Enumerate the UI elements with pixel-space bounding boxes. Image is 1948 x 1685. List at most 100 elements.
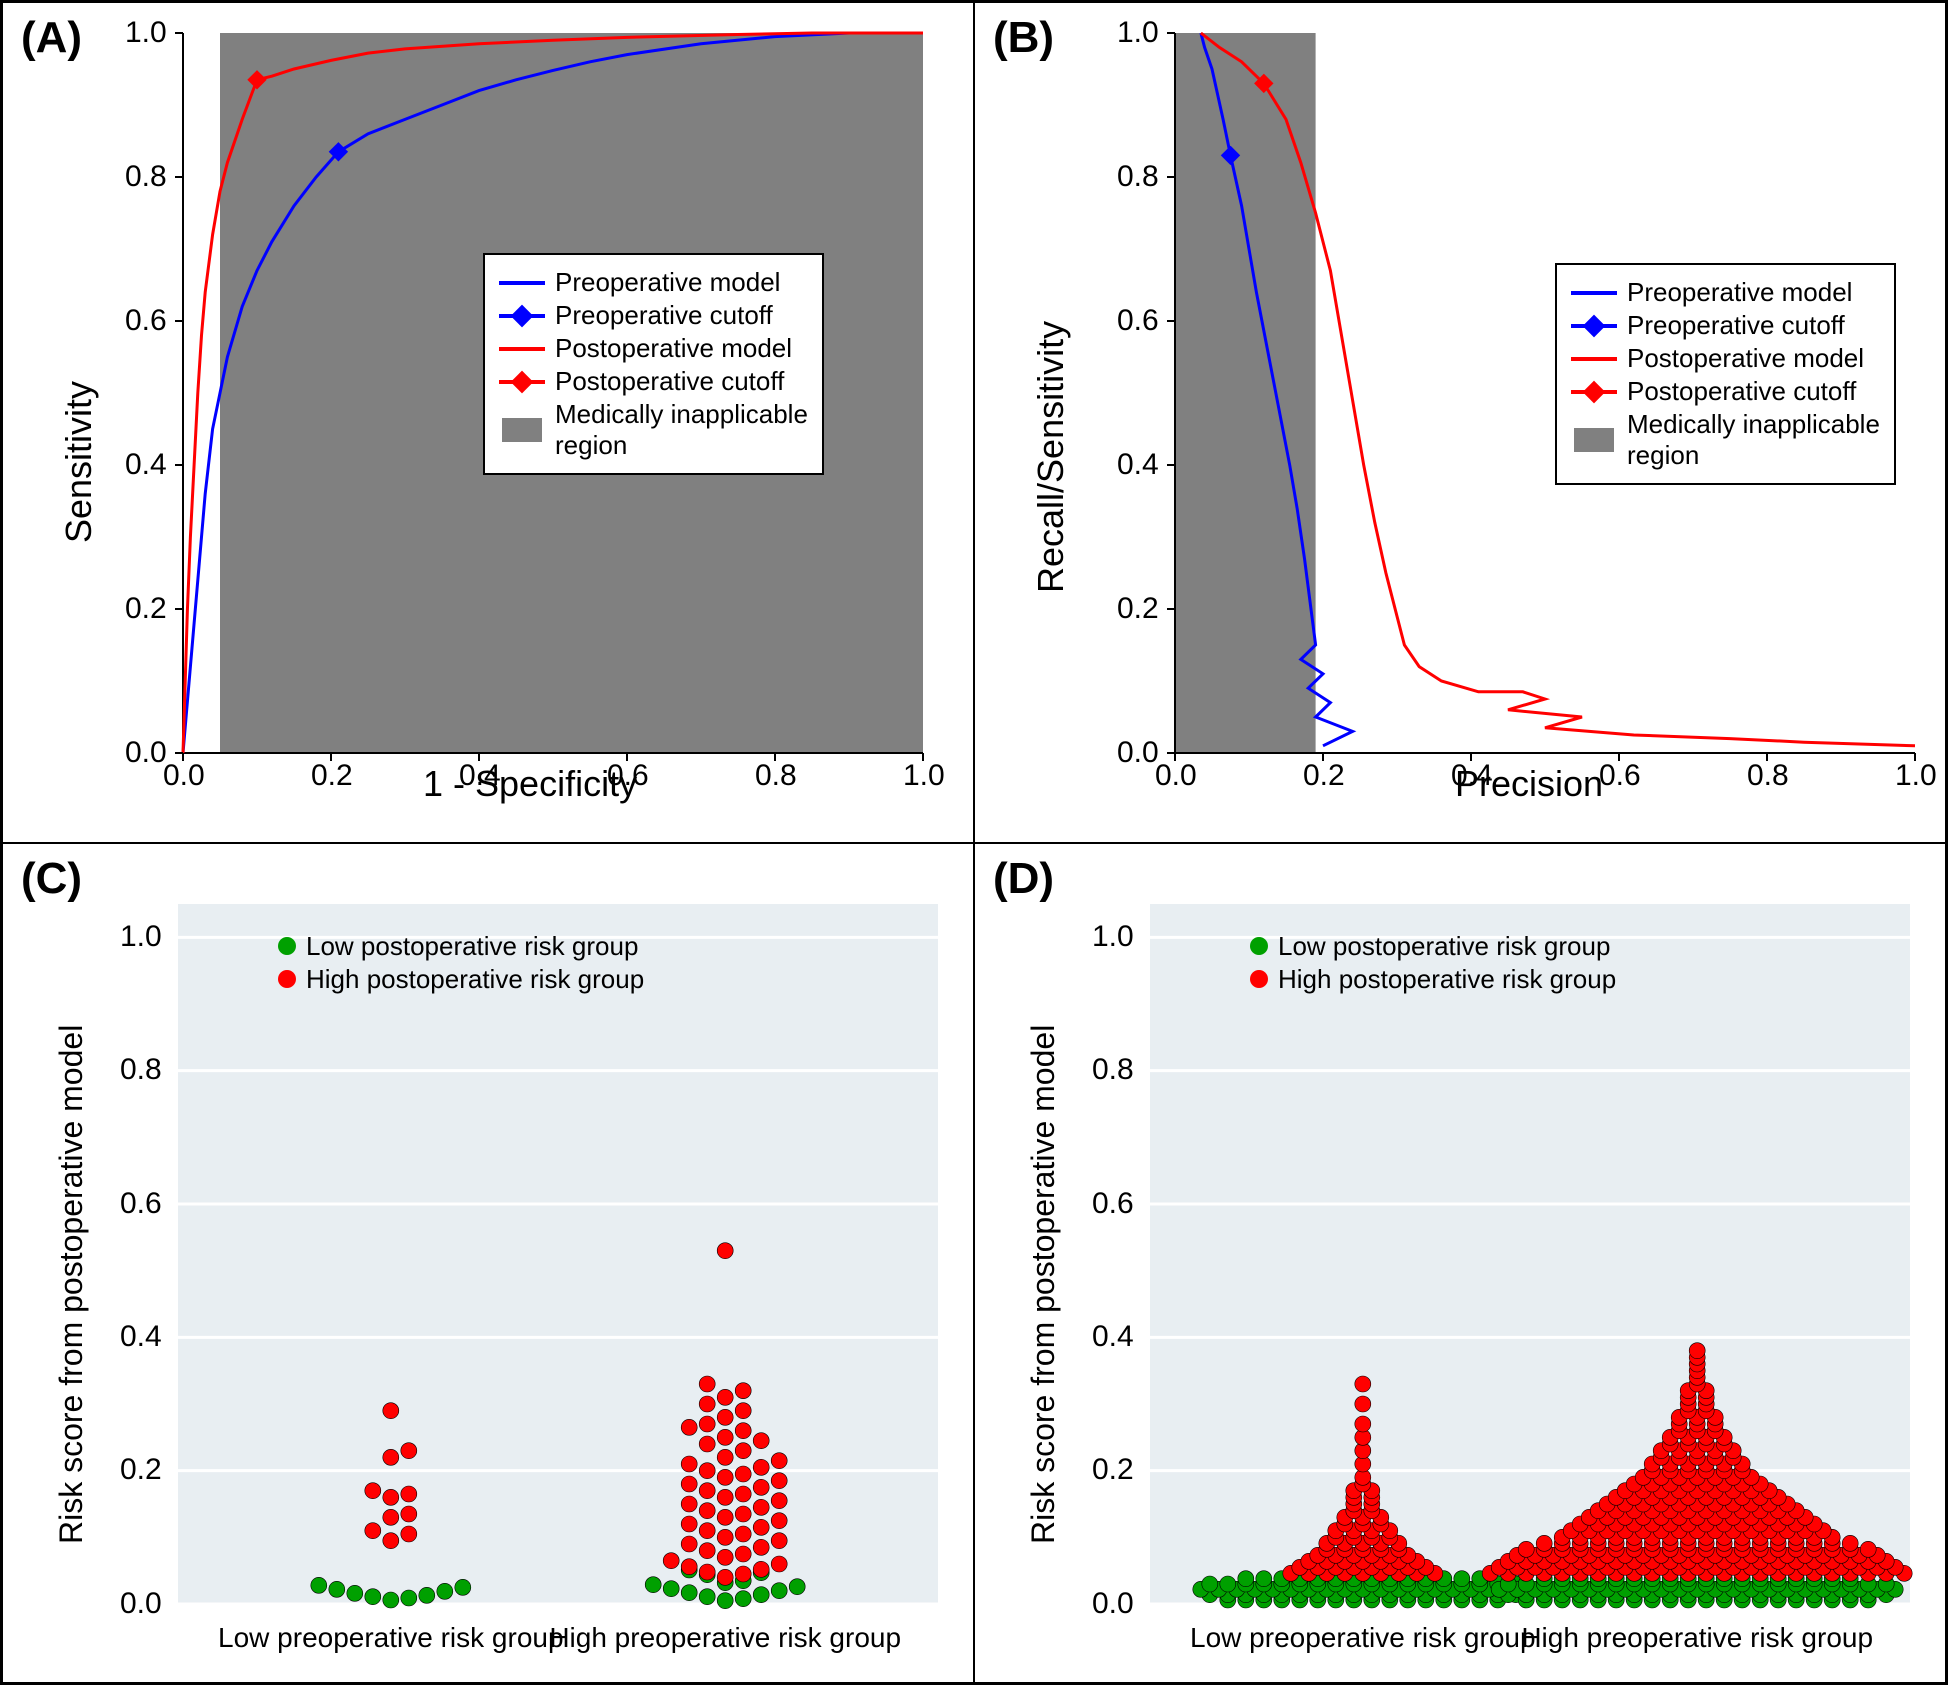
ytick-label: 1.0 [1117, 16, 1159, 50]
xtick-label: 0.4 [459, 759, 501, 793]
ytick-label: 0.4 [1117, 448, 1159, 482]
xtick-label: 0.8 [1747, 759, 1789, 793]
legend-label: Preoperative model [1627, 277, 1852, 308]
panel-d-ylabel: Risk score from postoperative model [1025, 1024, 1062, 1543]
ytick [1167, 608, 1175, 610]
legend-swatch [499, 273, 545, 293]
legend-label: Medically inapplicable region [555, 399, 808, 461]
panel-a: (A) Sensitivity 1 - Specificity Preopera… [2, 2, 974, 843]
ytick-label: 0.2 [125, 592, 167, 626]
ytick [175, 752, 183, 754]
legend-row: Medically inapplicable region [499, 399, 808, 461]
panel-a-xlabel: 1 - Specificity [423, 763, 637, 805]
category-label: High preoperative risk group [545, 1622, 905, 1654]
ytick-label: 0.0 [1117, 736, 1159, 770]
panel-d-svg [1150, 904, 1910, 1604]
ytick-label: 0.0 [1092, 1587, 1134, 1621]
ytick [175, 608, 183, 610]
category-label: High preoperative risk group [1517, 1622, 1877, 1654]
legend-row: Postoperative cutoff [1571, 376, 1880, 407]
panel-c-svg [178, 904, 938, 1604]
panel-b: (B) Recall/Sensitivity Precision Preoper… [974, 2, 1946, 843]
xtick-label: 1.0 [903, 759, 945, 793]
xtick [182, 753, 184, 761]
panel-a-label: (A) [21, 13, 82, 63]
legend-row: High postoperative risk group [278, 964, 644, 995]
legend-swatch [1571, 430, 1617, 450]
legend-row: Postoperative model [499, 333, 808, 364]
panel-c: (C) Risk score from postoperative model … [2, 843, 974, 1684]
panel-a-ylabel: Sensitivity [58, 381, 100, 543]
legend-label: Low postoperative risk group [306, 931, 638, 962]
panel-b-ylabel: Recall/Sensitivity [1030, 321, 1072, 593]
panel-d: (D) Risk score from postoperative model … [974, 843, 1946, 1684]
legend-row: Preoperative model [499, 267, 808, 298]
panel-c-plot [178, 904, 938, 1604]
xtick-label: 0.2 [311, 759, 353, 793]
legend-dot [1250, 970, 1268, 988]
panel-d-plot [1150, 904, 1910, 1604]
xtick-label: 0.6 [607, 759, 649, 793]
xtick [478, 753, 480, 761]
ytick-label: 0.4 [125, 448, 167, 482]
panel-c-ylabel: Risk score from postoperative model [53, 1024, 90, 1543]
legend-row: High postoperative risk group [1250, 964, 1616, 995]
ytick-label: 0.0 [120, 1587, 162, 1621]
legend-dot [278, 970, 296, 988]
ytick-label: 0.6 [120, 1187, 162, 1221]
xtick [1914, 753, 1916, 761]
legend-swatch [1571, 283, 1617, 303]
panel-b-legend: Preoperative modelPreoperative cutoffPos… [1555, 263, 1896, 485]
xtick [1470, 753, 1472, 761]
ytick [175, 32, 183, 34]
legend-swatch [1571, 316, 1617, 336]
ytick-label: 0.2 [1092, 1453, 1134, 1487]
legend-label: Postoperative model [555, 333, 792, 364]
legend-label: Low postoperative risk group [1278, 931, 1610, 962]
panel-a-legend: Preoperative modelPreoperative cutoffPos… [483, 253, 824, 475]
legend-swatch [1571, 349, 1617, 369]
legend-label: Preoperative cutoff [555, 300, 773, 331]
xtick-label: 0.0 [163, 759, 205, 793]
legend-swatch [1571, 382, 1617, 402]
xtick-label: 1.0 [1895, 759, 1937, 793]
ytick [175, 176, 183, 178]
xtick-label: 0.2 [1303, 759, 1345, 793]
xtick [1322, 753, 1324, 761]
ytick-label: 0.4 [120, 1320, 162, 1354]
legend-label: High postoperative risk group [1278, 964, 1616, 995]
legend-dot [1250, 937, 1268, 955]
ytick [1167, 176, 1175, 178]
legend-row: Preoperative model [1571, 277, 1880, 308]
xtick [1618, 753, 1620, 761]
xtick-label: 0.0 [1155, 759, 1197, 793]
xtick-label: 0.4 [1451, 759, 1493, 793]
legend-label: High postoperative risk group [306, 964, 644, 995]
xtick [774, 753, 776, 761]
legend-row: Low postoperative risk group [1250, 931, 1616, 962]
panel-d-legend: Low postoperative risk groupHigh postope… [1250, 929, 1616, 997]
category-label: Low preoperative risk group [211, 1622, 571, 1654]
legend-row: Preoperative cutoff [1571, 310, 1880, 341]
figure-grid: (A) Sensitivity 1 - Specificity Preopera… [0, 0, 1948, 1685]
xtick [922, 753, 924, 761]
ytick [1167, 32, 1175, 34]
legend-label: Postoperative cutoff [1627, 376, 1856, 407]
legend-label: Preoperative cutoff [1627, 310, 1845, 341]
ytick-label: 0.6 [1092, 1187, 1134, 1221]
panel-c-legend: Low postoperative risk groupHigh postope… [278, 929, 644, 997]
ytick [1167, 320, 1175, 322]
ytick [175, 464, 183, 466]
ytick [1167, 752, 1175, 754]
legend-label: Preoperative model [555, 267, 780, 298]
legend-row: Postoperative model [1571, 343, 1880, 374]
legend-row: Postoperative cutoff [499, 366, 808, 397]
ytick-label: 0.8 [120, 1053, 162, 1087]
ytick-label: 1.0 [120, 920, 162, 954]
xtick [626, 753, 628, 761]
legend-row: Preoperative cutoff [499, 300, 808, 331]
ytick-label: 0.0 [125, 736, 167, 770]
legend-label: Postoperative model [1627, 343, 1864, 374]
panel-c-label: (C) [21, 854, 82, 904]
ytick-label: 0.6 [125, 304, 167, 338]
